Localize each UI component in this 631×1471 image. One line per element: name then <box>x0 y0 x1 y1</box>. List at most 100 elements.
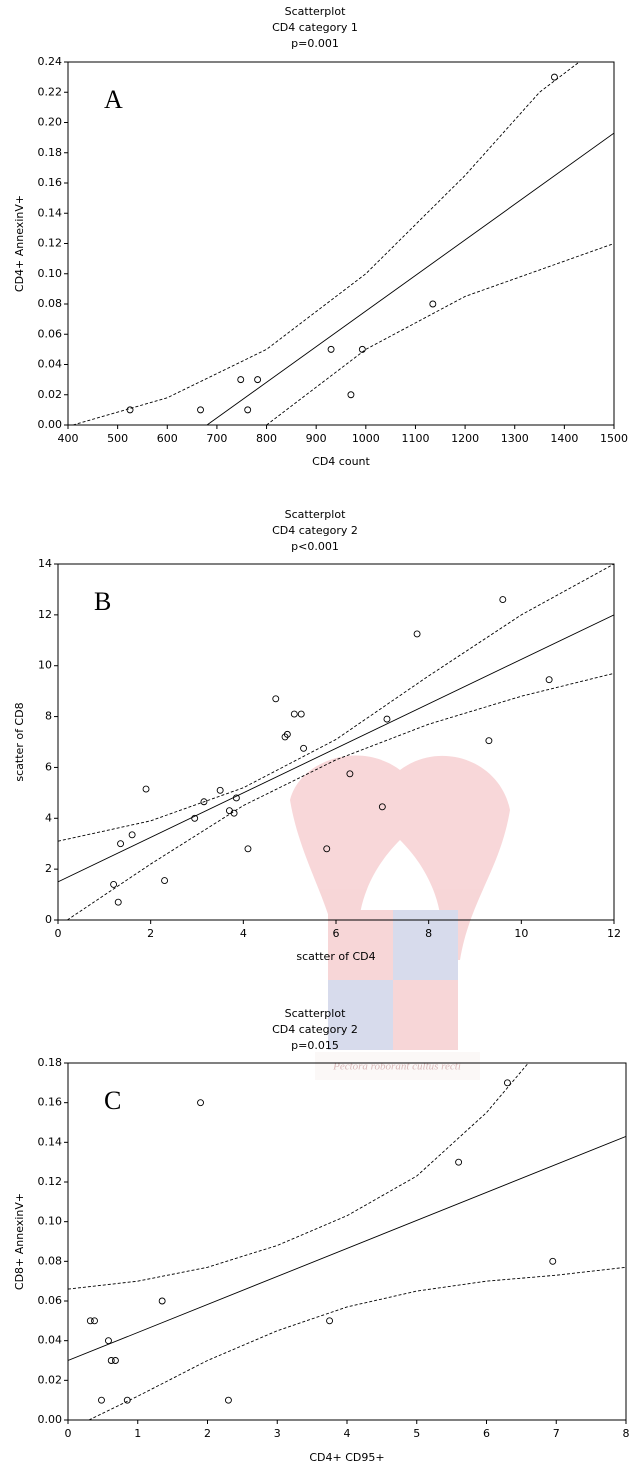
chart-subtitle: CD4 category 2 <box>272 524 358 537</box>
upper-confidence-band <box>72 62 580 425</box>
y-tick-label: 0.24 <box>38 55 63 68</box>
x-tick-label: 1 <box>134 1427 141 1440</box>
y-tick-label: 0.06 <box>38 327 63 340</box>
x-axis-label: CD4 count <box>312 455 370 468</box>
y-tick-label: 0.08 <box>38 297 63 310</box>
point <box>499 596 507 604</box>
y-tick-label: 14 <box>38 557 52 570</box>
point <box>300 744 308 752</box>
x-tick-label: 7 <box>553 1427 560 1440</box>
x-tick-label: 6 <box>483 1427 490 1440</box>
point <box>254 376 262 384</box>
point <box>485 737 493 745</box>
fit-line <box>206 132 614 425</box>
point <box>244 845 252 853</box>
y-tick-label: 0.16 <box>38 1096 63 1109</box>
plot-frame <box>67 61 615 426</box>
point <box>358 345 366 353</box>
y-tick-label: 6 <box>45 760 52 773</box>
x-tick-label: 1000 <box>352 432 380 445</box>
x-tick-label: 500 <box>107 432 128 445</box>
x-tick-label: 1200 <box>451 432 479 445</box>
watermark-crest <box>290 755 510 1080</box>
x-tick-label: 6 <box>333 927 340 940</box>
y-tick-label: 0.00 <box>38 418 63 431</box>
point <box>191 814 199 822</box>
x-tick-label: 1300 <box>501 432 529 445</box>
y-tick-label: 0.10 <box>38 1215 63 1228</box>
x-tick-label: 2 <box>204 1427 211 1440</box>
fit-line <box>58 614 614 883</box>
point <box>107 1357 115 1364</box>
point <box>126 406 134 414</box>
point <box>110 880 118 888</box>
y-tick-label: 0.22 <box>38 85 63 98</box>
point <box>244 406 252 414</box>
point <box>114 898 122 906</box>
point <box>503 1079 511 1087</box>
x-tick-label: 900 <box>306 432 327 445</box>
x-tick-label: 4 <box>240 927 247 940</box>
chart-title: Scatterplot <box>285 5 346 18</box>
y-tick-label: 12 <box>38 608 52 621</box>
fit-line <box>68 1135 626 1361</box>
point <box>545 676 553 684</box>
point <box>91 1317 98 1325</box>
y-tick-label: 0 <box>45 913 52 926</box>
point <box>142 785 150 793</box>
point <box>272 695 280 703</box>
y-tick-label: 2 <box>45 862 52 875</box>
point <box>117 840 125 848</box>
p-value: p=0.001 <box>291 37 339 50</box>
chart-title: Scatterplot <box>285 1007 346 1020</box>
y-tick-label: 0.10 <box>38 267 63 280</box>
point <box>98 1396 105 1404</box>
y-tick-label: 0.20 <box>38 116 63 129</box>
y-tick-label: 0.02 <box>38 1373 63 1386</box>
point <box>290 710 298 718</box>
y-tick-label: 0.14 <box>38 1135 63 1148</box>
y-tick-label: 0.02 <box>38 388 63 401</box>
y-tick-label: 0.12 <box>38 1175 63 1188</box>
x-tick-label: 2 <box>147 927 154 940</box>
y-axis-label: CD4+ AnnexinV+ <box>13 195 26 292</box>
point <box>105 1337 112 1345</box>
point <box>378 803 386 811</box>
point <box>111 1357 119 1364</box>
point <box>216 786 224 794</box>
x-tick-label: 1100 <box>401 432 429 445</box>
x-tick-label: 10 <box>514 927 528 940</box>
point <box>327 345 335 353</box>
point <box>86 1317 94 1325</box>
y-tick-label: 4 <box>45 811 52 824</box>
lower-confidence-band <box>266 243 614 425</box>
point <box>429 300 437 308</box>
x-tick-label: 12 <box>607 927 621 940</box>
point <box>383 715 391 723</box>
point <box>197 406 204 414</box>
p-value: p<0.001 <box>291 540 339 553</box>
y-tick-label: 8 <box>45 710 52 723</box>
point <box>232 794 240 802</box>
point <box>326 1317 334 1325</box>
x-tick-label: 4 <box>344 1427 351 1440</box>
y-tick-label: 0.04 <box>38 1334 63 1347</box>
y-tick-label: 0.06 <box>38 1294 63 1307</box>
point <box>297 710 305 718</box>
x-axis-label: CD4+ CD95+ <box>309 1451 384 1464</box>
y-tick-label: 0.00 <box>38 1413 63 1426</box>
point <box>197 1099 204 1107</box>
x-tick-label: 700 <box>206 432 227 445</box>
lower-confidence-band <box>67 672 614 920</box>
y-axis-label: CD8+ AnnexinV+ <box>13 1193 26 1290</box>
x-tick-label: 5 <box>413 1427 420 1440</box>
y-tick-label: 0.16 <box>38 176 63 189</box>
chart-subtitle: CD4 category 2 <box>272 1023 358 1036</box>
point <box>123 1396 131 1404</box>
point <box>550 73 558 81</box>
point <box>323 845 331 853</box>
x-tick-label: 400 <box>58 432 79 445</box>
lower-confidence-band <box>88 1266 626 1420</box>
point <box>224 1396 232 1404</box>
